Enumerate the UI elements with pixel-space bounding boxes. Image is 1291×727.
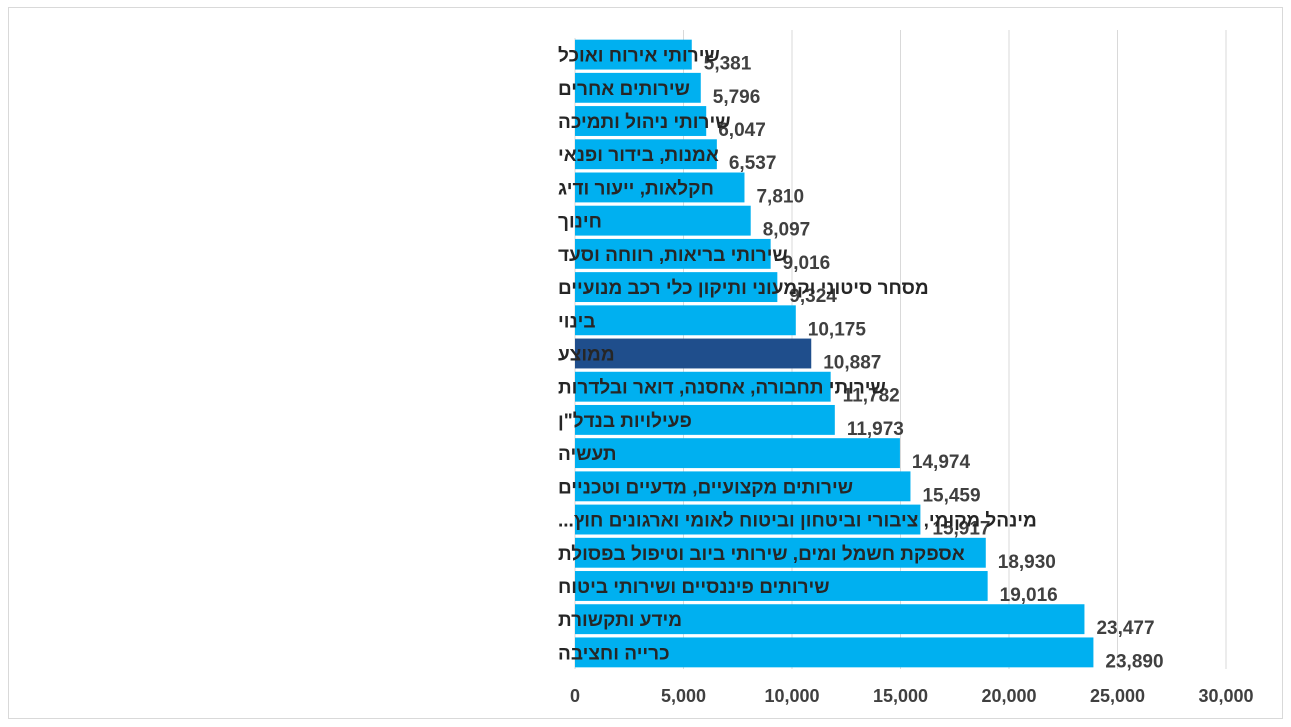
bar bbox=[575, 238, 771, 269]
bars bbox=[575, 39, 1094, 668]
data-labels: 5,381 5,796 6,047 6,537 7,810 8,097 9,016 9,324… bbox=[704, 54, 1164, 673]
category-label: בינוי bbox=[558, 311, 596, 332]
x-tick-label: 0 bbox=[570, 686, 580, 706]
bar bbox=[575, 438, 900, 469]
data-label: 5,796 bbox=[713, 87, 761, 108]
category-label: כרייה וחציבה bbox=[558, 643, 670, 664]
category-label: תעשיה bbox=[558, 444, 617, 465]
category-label: מינהל מקומי, ציבורי וביטחון וביטוח לאומי… bbox=[558, 511, 1037, 532]
category-label: חקלאות, ייעור ודיג bbox=[558, 178, 714, 199]
data-label: 7,810 bbox=[756, 186, 804, 207]
bar bbox=[575, 272, 778, 303]
data-label: 5,381 bbox=[704, 54, 752, 75]
x-tick-label: 5,000 bbox=[661, 686, 706, 706]
bar bbox=[575, 205, 751, 236]
bar bbox=[575, 637, 1094, 668]
category-label: שירותים פיננסיים ושירותי ביטוח bbox=[558, 577, 830, 598]
category-label: שירותי תחבורה, אחסנה, דואר ובלדרות bbox=[558, 378, 886, 399]
bar bbox=[575, 504, 921, 535]
data-label: 23,890 bbox=[1105, 651, 1163, 672]
bar bbox=[575, 172, 745, 203]
x-tick-label: 20,000 bbox=[981, 686, 1036, 706]
category-label: שירותי ניהול ותמיכה bbox=[558, 112, 731, 133]
data-label: 14,974 bbox=[912, 452, 971, 473]
bar bbox=[575, 404, 835, 435]
category-labels: שירותי אירוח ואוכל שירותים אחרים שירותי ני… bbox=[558, 46, 1037, 665]
data-label: 6,537 bbox=[729, 153, 777, 174]
data-label: 11,782 bbox=[843, 386, 900, 407]
x-tick-label: 15,000 bbox=[873, 686, 928, 706]
category-label: שירותים אחרים bbox=[558, 79, 690, 100]
data-label: 10,175 bbox=[808, 319, 867, 340]
chart-area: 5,381 5,796 6,047 6,537 7,810 8,097 9,016 9,324… bbox=[8, 7, 1283, 719]
x-axis-tick-labels: 0 5,000 10,000 15,000 20,000 25,000 30,000 bbox=[570, 686, 1254, 706]
category-label: אמנות, בידור ופנאי bbox=[558, 145, 719, 166]
data-label: 15,459 bbox=[922, 485, 980, 506]
data-label: 18,930 bbox=[998, 552, 1056, 573]
bar bbox=[575, 471, 911, 502]
category-label: מידע ותקשורת bbox=[558, 610, 682, 631]
bar-chart: 5,381 5,796 6,047 6,537 7,810 8,097 9,016 9,324… bbox=[558, 30, 1254, 706]
data-label: 6,047 bbox=[718, 120, 766, 141]
data-label: 23,477 bbox=[1096, 618, 1154, 639]
bar bbox=[575, 305, 796, 336]
data-label: 15,917 bbox=[932, 519, 990, 540]
data-label: 9,016 bbox=[783, 253, 831, 274]
x-tick-label: 10,000 bbox=[764, 686, 819, 706]
bar bbox=[575, 139, 717, 170]
data-label: 11,973 bbox=[847, 419, 904, 440]
bar bbox=[575, 571, 988, 601]
bar bbox=[575, 604, 1085, 635]
data-label: 10,887 bbox=[823, 353, 881, 374]
category-label: מסחר סיטוני וקמעוני ותיקון כלי רכב מנועי… bbox=[558, 278, 929, 299]
x-tick-label: 25,000 bbox=[1090, 686, 1145, 706]
data-label: 8,097 bbox=[763, 220, 811, 241]
category-label: פעילויות בנדל"ן bbox=[558, 411, 692, 432]
bar bbox=[575, 72, 701, 103]
bar bbox=[575, 106, 707, 136]
category-label: שירותי בריאות, רווחה וסעד bbox=[558, 245, 788, 266]
category-label: ממוצע bbox=[558, 345, 615, 366]
bar bbox=[575, 537, 986, 568]
bar bbox=[575, 371, 831, 402]
data-label: 19,016 bbox=[1000, 585, 1058, 606]
category-label: חינוך bbox=[558, 212, 602, 233]
data-label: 9,324 bbox=[789, 286, 837, 307]
category-label: אספקת חשמל ומים, שירותי ביוב וטיפול בפסו… bbox=[558, 544, 965, 565]
x-tick-label: 30,000 bbox=[1198, 686, 1253, 706]
bar bbox=[575, 338, 812, 369]
category-label: שירותים מקצועיים, מדעיים וטכניים bbox=[558, 477, 853, 498]
category-label: שירותי אירוח ואוכל bbox=[558, 46, 720, 67]
bar bbox=[575, 39, 692, 70]
